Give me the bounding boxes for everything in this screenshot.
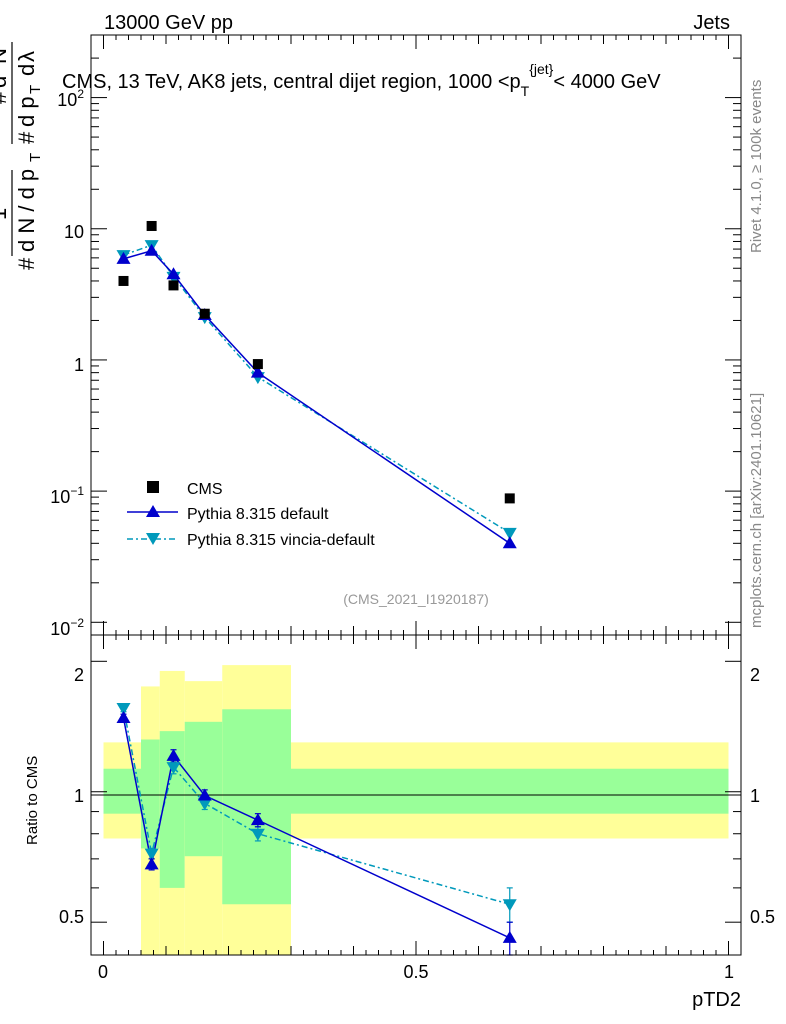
ratio-point-pythia-vincia [197,798,212,811]
point-pythia-default [116,251,131,264]
point-pythia-default [166,267,181,280]
svg-text:#: # [14,257,39,270]
svg-text:T: T [27,85,44,94]
mcplots-source-label: mcplots.cern.ch [arXiv:2401.10621] [748,393,765,628]
ratio-point-pythia-default [144,857,159,870]
legend-label-cms: CMS [187,481,223,498]
ratio-point-pythia-vincia [144,848,159,861]
ratio-point-pythia-vincia [166,762,181,775]
svg-text:N: N [0,48,11,64]
ratio-point-pythia-default [197,788,212,801]
band-green-bin [291,768,729,814]
point-cms [168,280,179,291]
svg-text:d p: d p [14,96,39,127]
svg-text:λ: λ [14,51,39,62]
ratio-ytick-label-0.5-left: 0.5 [59,907,84,927]
ratio-series-layer [116,703,517,956]
series-line-pythia-default [123,249,511,544]
main-axis-ticks [91,34,741,635]
header-right: Jets [693,12,730,34]
ratio-uncertainty-bands [103,665,729,955]
ratio-point-pythia-default [502,930,517,943]
analysis-watermark: (CMS_2021_I1920187) [343,591,489,607]
rivet-version-label: Rivet 4.1.0, ≥ 100k events [748,80,765,253]
ratio-point-pythia-vincia [502,899,517,912]
svg-text:d N / d p: d N / d p [14,169,39,252]
ratio-line-pythia-vincia [122,707,510,905]
svg-text:#: # [0,91,11,104]
band-green-bin [103,768,141,814]
ratio-ytick-label-1-right: 1 [750,786,760,806]
ratio-ytick-label-2-right: 2 [750,665,760,685]
ratio-ytick-label-1-left: 1 [74,786,84,806]
ratio-point-pythia-vincia [116,703,131,716]
legend-marker-cms [147,481,159,493]
legend-marker-pythia-vincia [146,533,160,545]
ytick-label-100: 102 [57,87,84,110]
svg-text:#: # [14,131,39,144]
ratio-ytick-label-2-left: 2 [74,665,84,685]
legend-marker-pythia-default [146,505,160,517]
legend-label-pythia-vincia: Pythia 8.315 vincia-default [187,532,375,549]
band-green-bin [222,709,291,905]
header-left: 13000 GeV pp [104,12,233,34]
point-pythia-vincia [502,527,517,540]
ratio-point-pythia-default [116,710,131,723]
ratio-y-axis-label: Ratio to CMS [24,756,41,845]
point-cms [199,308,210,319]
xtick-label-0.5: 0.5 [403,962,428,982]
legend: CMS Pythia 8.315 default Pythia 8.315 vi… [127,481,375,549]
svg-text:d: d [0,76,11,88]
ratio-point-pythia-vincia [250,828,265,841]
main-panel-title: CMS, 13 TeV, AK8 jets, central dijet reg… [62,61,661,99]
ytick-label-1e-1: 10−1 [50,484,84,507]
main-y-axis-label: # d N / d p T 1 # d p T d λ # d 2 N [0,42,44,270]
ratio-point-pythia-default [250,813,265,826]
ratio-panel-frame [90,634,742,956]
x-axis-label: pTD2 [692,989,741,1011]
point-cms [252,359,263,370]
ratio-line-pythia-default [122,717,511,939]
ytick-label-1: 1 [74,355,84,375]
point-cms [504,493,515,504]
point-pythia-default [144,243,159,256]
ytick-label-10: 10 [64,222,84,242]
svg-text:d: d [14,64,39,76]
point-pythia-default [502,536,517,549]
ratio-ytick-label-0.5-right: 0.5 [750,907,775,927]
main-series-layer [116,220,517,549]
point-cms [118,275,129,286]
band-green-bin [184,721,223,857]
xtick-label-1: 1 [724,962,734,982]
point-pythia-default [250,365,265,378]
svg-text:T: T [27,153,44,162]
point-cms [146,220,157,231]
series-line-pythia-vincia [123,244,511,534]
ratio-axis-ticks [91,635,741,955]
svg-text:1: 1 [0,208,11,220]
legend-label-pythia-default: Pythia 8.315 default [187,506,329,523]
xtick-label-0: 0 [98,962,108,982]
ytick-label-1e-2: 10−2 [50,616,84,639]
ratio-point-pythia-default [166,748,181,761]
